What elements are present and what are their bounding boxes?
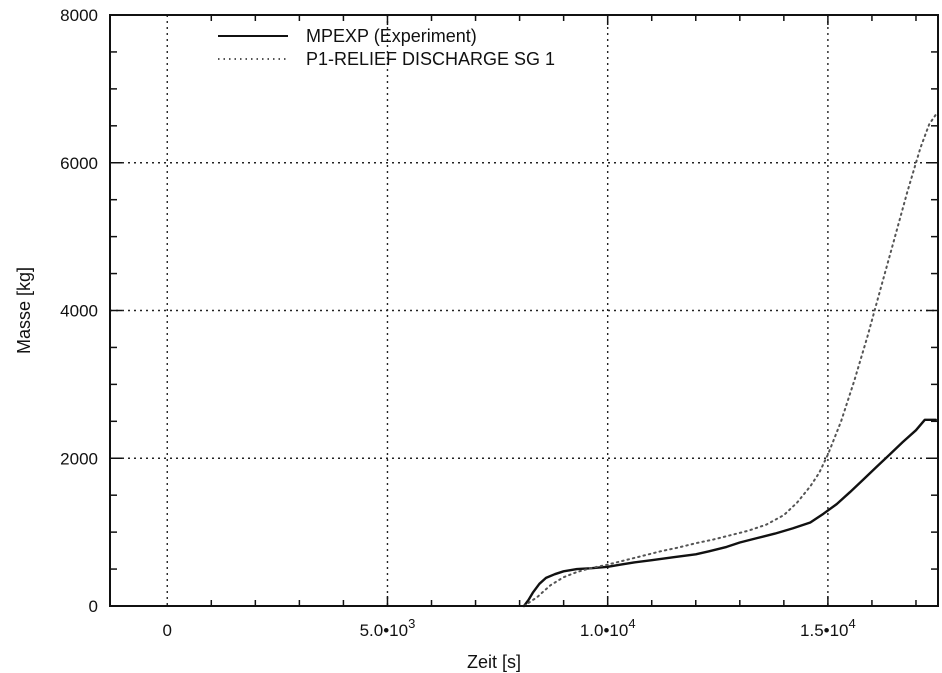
y-axis-label: Masse [kg] [14,267,34,354]
x-tick-mantissa: 5.0•10 [360,621,409,640]
grid-lines [110,15,938,606]
x-tick-label: 1.5•104 [800,616,856,640]
x-axis-label: Zeit [s] [467,652,521,672]
legend-label-1: MPEXP (Experiment) [306,26,477,46]
x-tick-mantissa: 1.5•10 [800,621,849,640]
x-tick-label: 1.0•104 [580,616,636,640]
plot-frame [109,14,939,607]
x-tick-exponent: 4 [849,616,856,631]
x-tick-label: 0 [163,621,172,640]
legend-label-2: P1-RELIEF DISCHARGE SG 1 [306,49,555,69]
series-line-1 [522,418,937,608]
x-tick-mantissa: 0 [163,621,172,640]
y-tick-label: 2000 [60,449,98,468]
series-line-2 [523,113,937,607]
series-layer [522,113,937,608]
x-tick-exponent: 4 [628,616,635,631]
legend: MPEXP (Experiment) P1-RELIEF DISCHARGE SG… [218,26,555,69]
x-tick-exponent: 3 [408,616,415,631]
x-tick-label: 5.0•103 [360,616,416,640]
y-tick-label: 0 [89,597,98,616]
y-tick-label: 4000 [60,302,98,321]
y-tick-label: 6000 [60,154,98,173]
x-tick-mantissa: 1.0•10 [580,621,629,640]
y-tick-label: 8000 [60,6,98,25]
